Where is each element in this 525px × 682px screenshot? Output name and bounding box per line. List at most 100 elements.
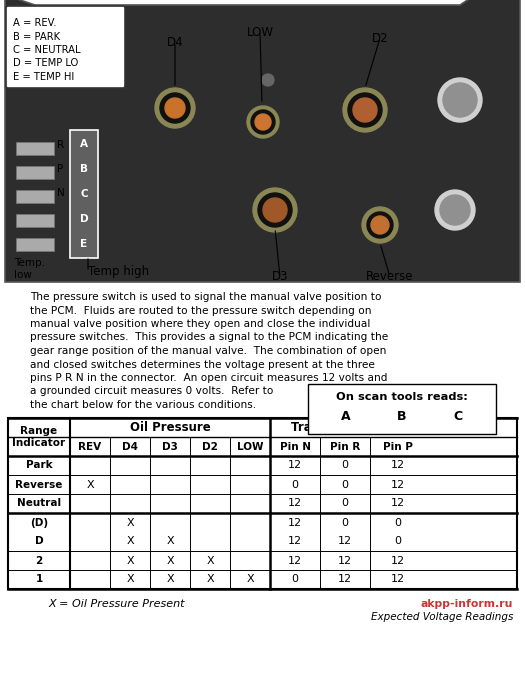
Text: gear range position of the manual valve.  The combination of open: gear range position of the manual valve.…: [30, 346, 386, 356]
Text: On scan tools reads:: On scan tools reads:: [336, 391, 468, 402]
Text: C: C: [80, 189, 88, 199]
Text: LOW: LOW: [237, 441, 263, 451]
Text: pressure switches.  This provides a signal to the PCM indicating the: pressure switches. This provides a signa…: [30, 333, 388, 342]
Bar: [16, 214, 54, 227]
Bar: [308, 383, 496, 434]
Text: 0: 0: [341, 479, 349, 490]
Text: X: X: [86, 479, 94, 490]
Text: Pin P: Pin P: [383, 441, 413, 451]
Text: 12: 12: [391, 556, 405, 565]
Text: 0: 0: [394, 518, 401, 527]
Circle shape: [343, 88, 387, 132]
Text: the PCM.  Fluids are routed to the pressure switch depending on: the PCM. Fluids are routed to the pressu…: [30, 306, 372, 316]
Text: D4: D4: [122, 441, 138, 451]
Circle shape: [353, 98, 377, 122]
Text: manual valve position where they open and close the individual: manual valve position where they open an…: [30, 319, 370, 329]
Circle shape: [348, 93, 382, 127]
Text: D: D: [80, 214, 88, 224]
Text: B: B: [80, 164, 88, 174]
Text: LOW: LOW: [247, 25, 274, 38]
Bar: [16, 238, 54, 251]
Text: P: P: [57, 164, 63, 174]
Text: X: X: [126, 537, 134, 546]
Text: 12: 12: [288, 460, 302, 471]
Text: and closed switches determines the voltage present at the three: and closed switches determines the volta…: [30, 359, 375, 370]
Text: 0: 0: [291, 479, 299, 490]
Text: E = TEMP HI: E = TEMP HI: [13, 72, 74, 82]
Text: pins P R N in the connector.  An open circuit measures 12 volts and: pins P R N in the connector. An open cir…: [30, 373, 387, 383]
Text: C = NEUTRAL: C = NEUTRAL: [13, 45, 80, 55]
Text: E: E: [80, 239, 88, 249]
Text: X: X: [126, 574, 134, 584]
Bar: [16, 142, 54, 155]
Text: Expected Voltage Readings: Expected Voltage Readings: [371, 612, 513, 622]
Text: 12: 12: [391, 479, 405, 490]
Text: X: X: [206, 556, 214, 565]
Text: X: X: [206, 574, 214, 584]
Text: Trans. Connector: Trans. Connector: [291, 421, 404, 434]
Text: 2: 2: [35, 556, 43, 565]
Text: the chart below for the various conditions.: the chart below for the various conditio…: [30, 400, 256, 410]
Text: D4: D4: [167, 35, 183, 48]
Text: 0: 0: [341, 460, 349, 471]
Text: C: C: [454, 409, 463, 423]
Circle shape: [258, 193, 292, 227]
Text: X: X: [246, 574, 254, 584]
FancyBboxPatch shape: [6, 6, 125, 88]
Text: D3: D3: [272, 271, 288, 284]
Text: Park: Park: [26, 460, 52, 471]
Text: 1: 1: [35, 574, 43, 584]
Circle shape: [251, 110, 275, 134]
Text: Pin R: Pin R: [330, 441, 360, 451]
Text: N: N: [57, 188, 65, 198]
Circle shape: [263, 198, 287, 222]
Text: 12: 12: [391, 499, 405, 509]
Text: Pin N: Pin N: [279, 441, 310, 451]
Circle shape: [255, 114, 271, 130]
Text: Reverse: Reverse: [15, 479, 62, 490]
Text: Oil Pressure: Oil Pressure: [130, 421, 211, 434]
Bar: [70, 130, 98, 258]
Text: Range
Indicator: Range Indicator: [13, 426, 66, 448]
Text: Temp.: Temp.: [14, 258, 45, 268]
Text: B: B: [397, 409, 407, 423]
Bar: [16, 190, 54, 203]
Text: A: A: [341, 409, 351, 423]
Text: X = Oil Pressure Present: X = Oil Pressure Present: [48, 599, 184, 609]
Text: B = PARK: B = PARK: [13, 31, 60, 42]
Text: X: X: [126, 518, 134, 527]
Circle shape: [371, 216, 389, 234]
Text: 12: 12: [338, 556, 352, 565]
Text: R: R: [57, 140, 64, 150]
Circle shape: [155, 88, 195, 128]
Text: 0: 0: [291, 574, 299, 584]
Text: 12: 12: [338, 574, 352, 584]
Circle shape: [440, 195, 470, 225]
Text: 12: 12: [288, 499, 302, 509]
Text: A: A: [80, 139, 88, 149]
Text: Reverse: Reverse: [366, 271, 414, 284]
Text: X: X: [166, 556, 174, 565]
Text: X: X: [126, 556, 134, 565]
Text: A = REV.: A = REV.: [13, 18, 57, 28]
Text: 12: 12: [338, 537, 352, 546]
Circle shape: [438, 78, 482, 122]
Text: 0: 0: [341, 518, 349, 527]
Text: 0: 0: [394, 537, 401, 546]
Circle shape: [247, 106, 279, 138]
Text: REV: REV: [78, 441, 101, 451]
Text: D3: D3: [162, 441, 178, 451]
Circle shape: [435, 190, 475, 230]
Text: 0: 0: [341, 499, 349, 509]
Circle shape: [443, 83, 477, 117]
Text: Neutral: Neutral: [17, 499, 61, 509]
Text: D: D: [35, 537, 43, 546]
Circle shape: [253, 188, 297, 232]
Bar: [8, 418, 517, 589]
Text: 12: 12: [391, 460, 405, 471]
Circle shape: [165, 98, 185, 118]
Circle shape: [160, 93, 190, 123]
Circle shape: [367, 212, 393, 238]
Circle shape: [362, 207, 398, 243]
Text: a grounded circuit measures 0 volts.  Refer to: a grounded circuit measures 0 volts. Ref…: [30, 387, 274, 396]
